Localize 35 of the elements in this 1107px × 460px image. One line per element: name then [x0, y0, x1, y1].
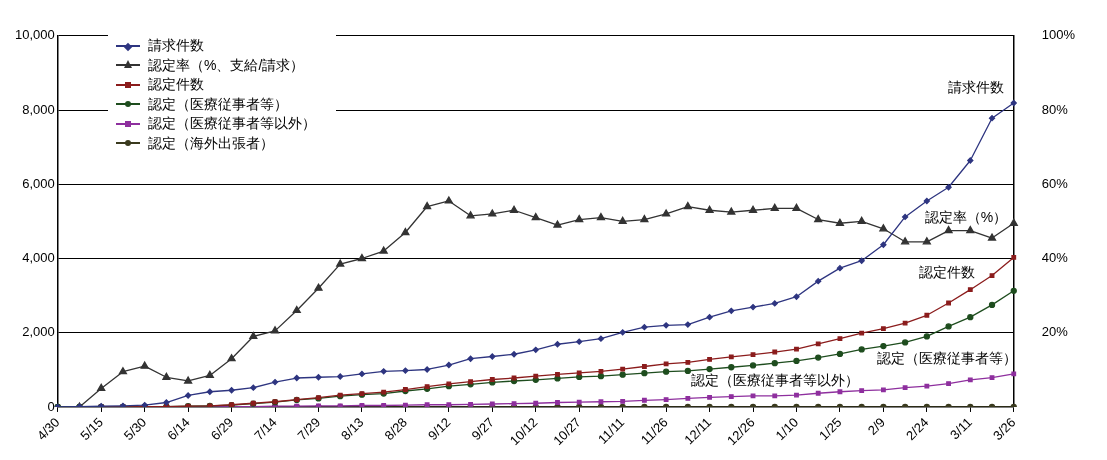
- x-tick-label: 6/14: [164, 414, 193, 444]
- legend-label: 認定件数: [148, 75, 204, 94]
- x-tick-label: 2/9: [864, 414, 889, 438]
- y2-tick-label: 80%: [1041, 101, 1069, 117]
- y-tick-label: 4,000: [22, 250, 55, 266]
- y-tick-label: 2,000: [22, 324, 55, 340]
- y2-tick-label: 60%: [1041, 175, 1069, 191]
- x-tick-label: 7/14: [251, 414, 280, 444]
- y-tick-label: 8,000: [22, 101, 55, 117]
- y-tick-label: 6,000: [22, 175, 55, 191]
- x-tick-label: 5/30: [120, 414, 150, 444]
- x-tick-label: 8/13: [338, 414, 367, 444]
- legend-label: 認定（医療従事者等）: [148, 94, 288, 114]
- annotation: 認定（医療従事者等）: [876, 349, 1017, 366]
- x-tick-label: 3/26: [989, 414, 1019, 444]
- x-tick-label: 8/28: [381, 414, 411, 444]
- annotation: 認定率（%）: [924, 208, 1008, 225]
- y2-tick-label: 20%: [1041, 324, 1069, 340]
- y-tick-label: 10,000: [15, 27, 55, 43]
- annotation: 認定件数: [918, 264, 975, 281]
- x-tick-label: 1/10: [772, 414, 802, 444]
- x-tick-label: 7/29: [294, 414, 324, 444]
- x-tick-label: 3/11: [947, 414, 975, 443]
- legend-label: 認定（海外出張者）: [148, 133, 274, 153]
- legend-label: 請求件数: [148, 36, 204, 55]
- y2-tick-label: 100%: [1041, 27, 1076, 43]
- x-tick-label: 9/12: [424, 414, 454, 444]
- legend-label: 認定率（%、支給/請求）: [148, 55, 305, 75]
- annotation: 認定（医療従事者等以外）: [690, 371, 859, 388]
- y2-tick-label: 40%: [1041, 250, 1069, 266]
- x-tick-label: 4/30: [33, 414, 63, 444]
- annotation: 請求件数: [947, 78, 1004, 95]
- y-tick-label: 0: [47, 398, 55, 414]
- legend-label: 認定（医療従事者等以外）: [148, 114, 316, 133]
- x-tick-label: 6/29: [207, 414, 237, 444]
